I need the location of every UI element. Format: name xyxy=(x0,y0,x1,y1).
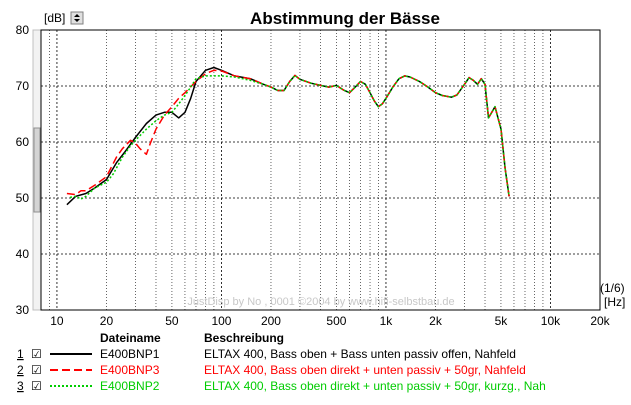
watermark: JustDisp by No , 0001 ©2004 by www.hifi-… xyxy=(187,296,454,308)
legend-rows: 1 ☑ E400BNP1 ELTAX 400, Bass oben + Bass un… xyxy=(17,347,546,393)
y-scroll-track[interactable] xyxy=(32,29,42,311)
series-layer xyxy=(66,66,510,206)
y-tick-label: 50 xyxy=(16,191,30,205)
legend-row-filename: E400BNP2 xyxy=(100,379,160,393)
y-tick-label: 80 xyxy=(16,23,30,37)
plot-area xyxy=(40,29,601,311)
y-scroll-thumb[interactable] xyxy=(33,127,41,213)
legend-row-description: ELTAX 400, Bass oben + Bass unten passiv… xyxy=(204,347,516,361)
y-tick-label: 40 xyxy=(16,247,30,261)
x-tick-label: 20 xyxy=(100,314,114,328)
legend-col-file: Dateiname xyxy=(100,331,161,345)
x-tick-label: 1k xyxy=(380,314,394,328)
legend-row-checkbox[interactable]: ☑ xyxy=(31,363,42,377)
legend-row-filename: E400BNP1 xyxy=(100,347,160,361)
y-unit-label: [dB] xyxy=(44,11,65,25)
legend-row-number: 1 xyxy=(17,347,24,361)
legend-row-number: 3 xyxy=(17,379,24,393)
x-tick-label: 5k xyxy=(495,314,509,328)
legend-row-description: ELTAX 400, Bass oben direkt + unten pass… xyxy=(204,363,526,377)
spinner-arrows-icon xyxy=(74,14,80,22)
chart-title: Abstimmung der Bässe xyxy=(250,9,440,28)
x-tick-labels: 10 20 50 100 200 500 1k 2k 5k 10k 20k xyxy=(50,314,610,328)
legend-row-description: ELTAX 400, Bass oben direkt + unten pass… xyxy=(204,379,546,393)
x-tick-label: 10k xyxy=(541,314,561,328)
legend-row-checkbox[interactable]: ☑ xyxy=(31,379,42,393)
y-tick-label: 60 xyxy=(16,135,30,149)
legend-table: Dateiname Beschreibung 1 ☑ E400BNP1 ELTAX 4… xyxy=(17,331,546,393)
resolution-label: (1/6) xyxy=(600,281,625,295)
grid xyxy=(41,30,600,310)
series-line-E400BNP3 xyxy=(66,69,510,197)
legend-row-number: 2 xyxy=(17,363,24,377)
x-tick-label: 20k xyxy=(590,314,610,328)
y-unit-spinner[interactable] xyxy=(70,11,84,25)
x-tick-label: 100 xyxy=(211,314,231,328)
legend-row-filename: E400BNP3 xyxy=(100,363,160,377)
x-unit-label: [Hz] xyxy=(604,295,625,309)
legend-col-desc: Beschreibung xyxy=(204,331,284,345)
x-tick-label: 50 xyxy=(165,314,179,328)
y-tick-label: 70 xyxy=(16,79,30,93)
y-unit-control[interactable]: [dB] xyxy=(44,11,84,25)
series-line-E400BNP2 xyxy=(69,74,510,200)
x-tick-label: 200 xyxy=(261,314,281,328)
y-tick-labels: 30 40 50 60 70 80 xyxy=(16,23,30,317)
legend-row-checkbox[interactable]: ☑ xyxy=(31,347,42,361)
x-tick-label: 2k xyxy=(429,314,443,328)
x-tick-label: 10 xyxy=(50,314,64,328)
y-tick-label: 30 xyxy=(16,303,30,317)
x-tick-label: 500 xyxy=(326,314,346,328)
